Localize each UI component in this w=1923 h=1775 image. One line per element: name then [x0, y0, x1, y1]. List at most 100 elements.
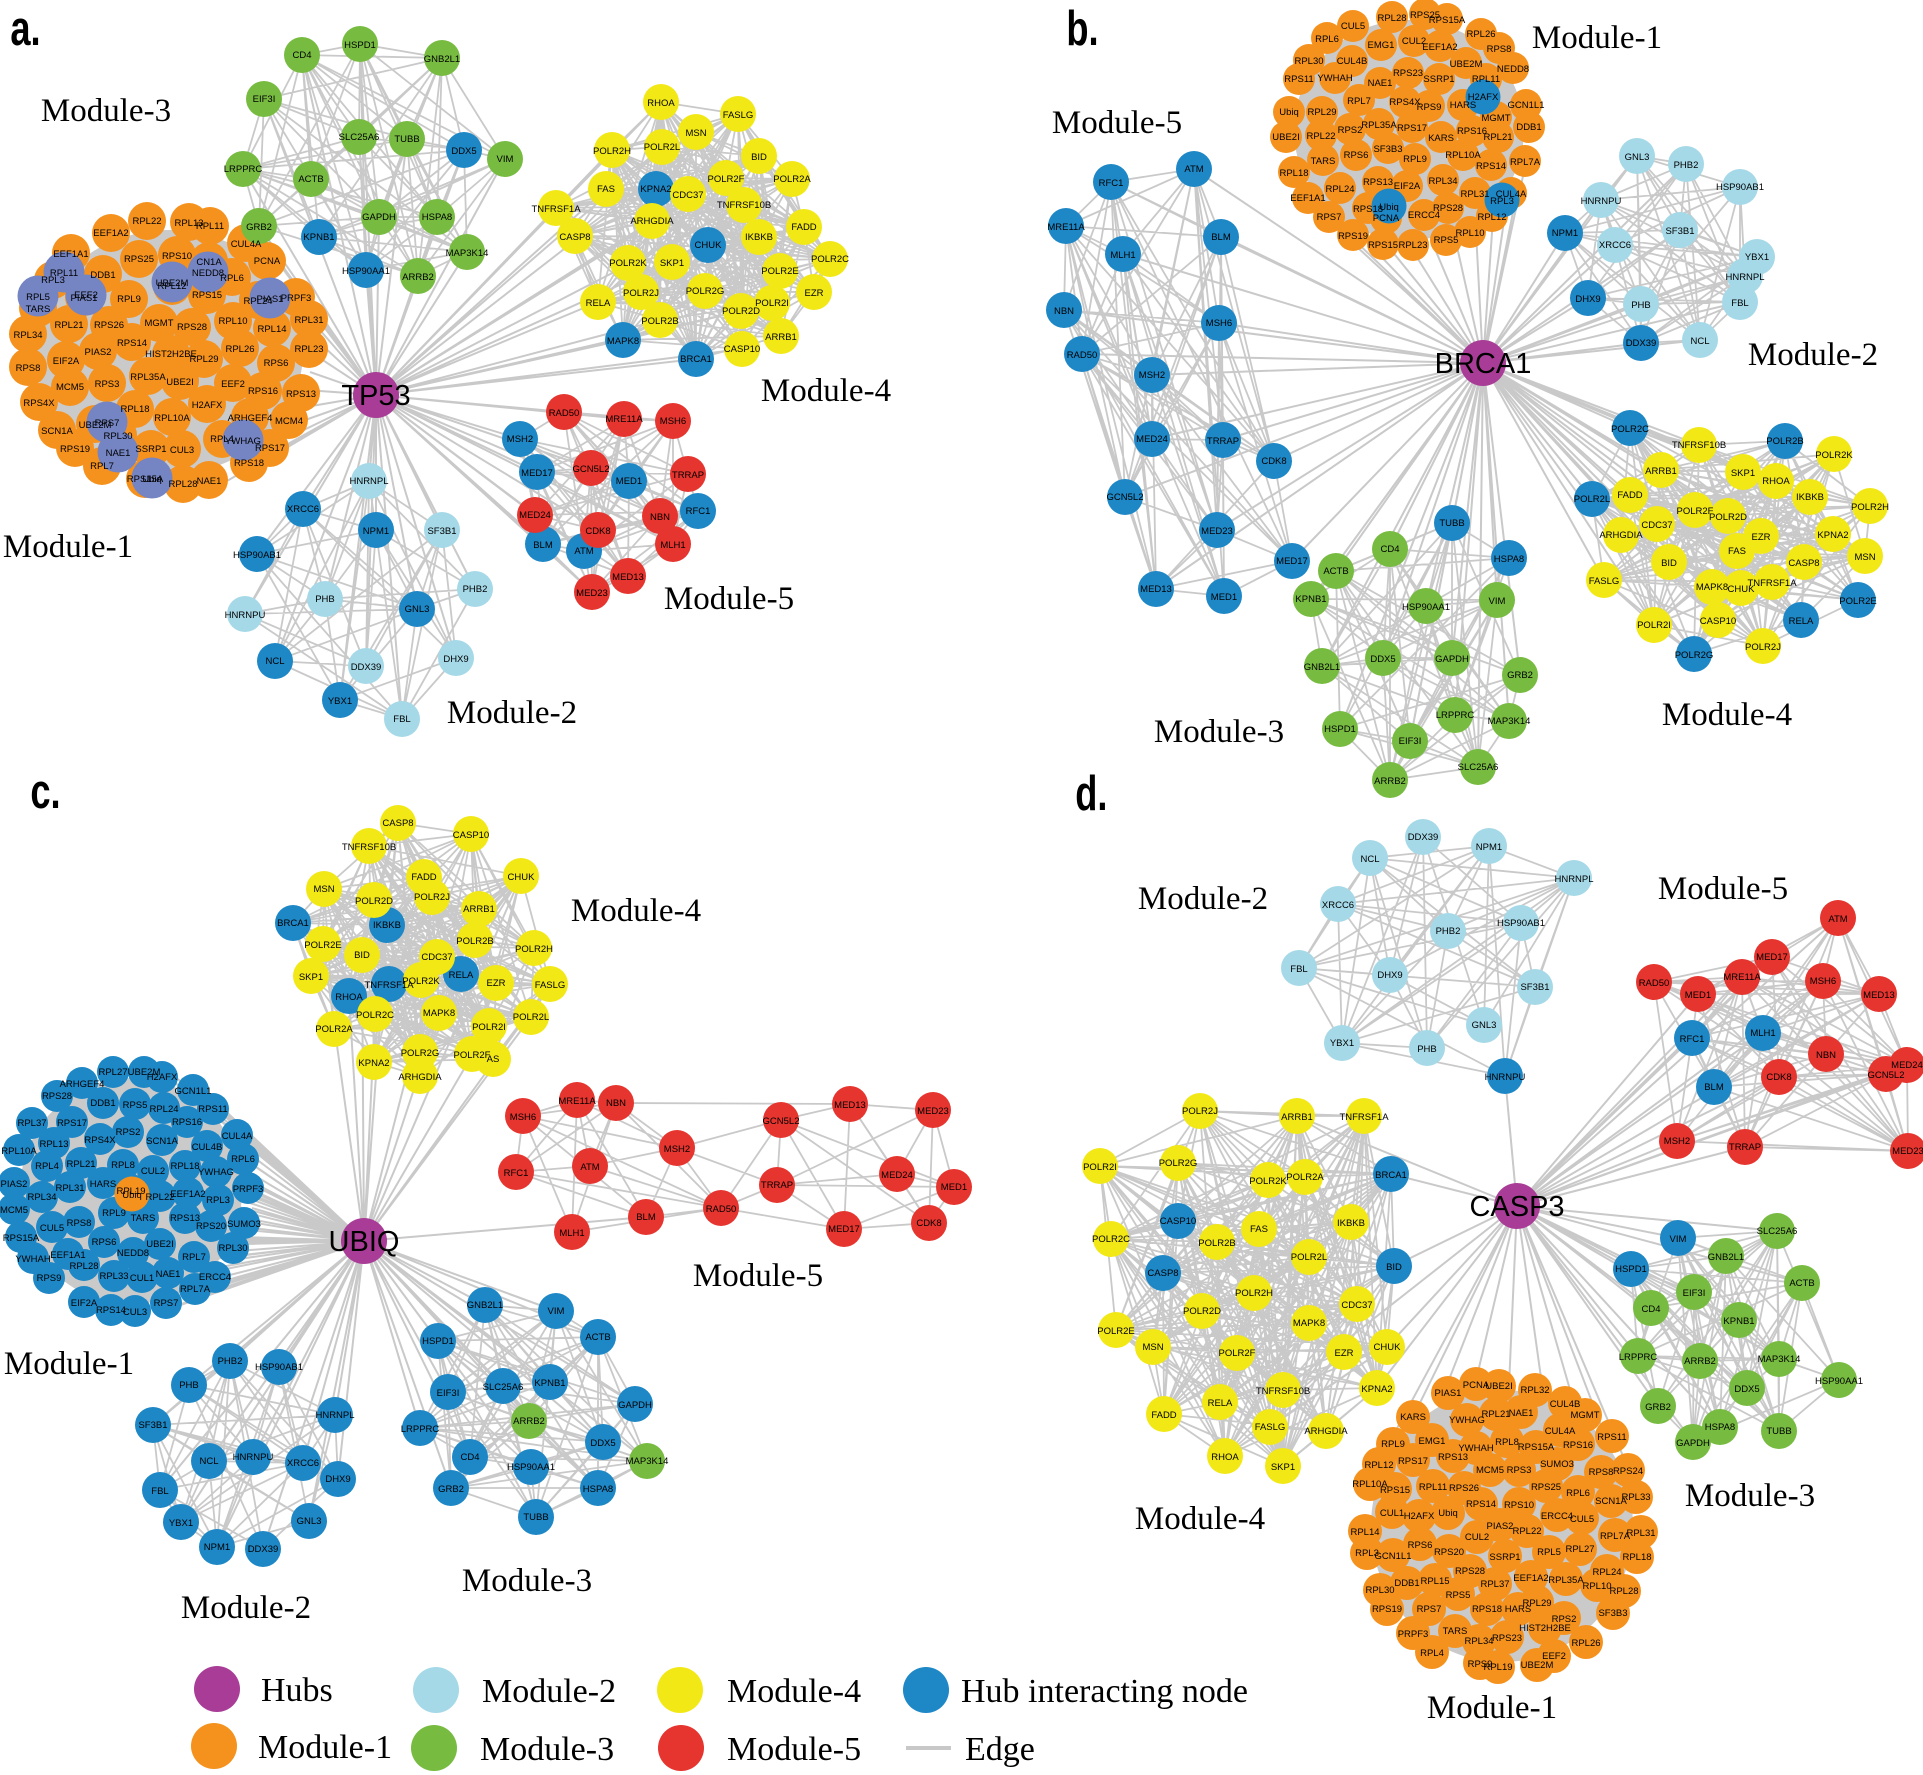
svg-text:PCNA: PCNA: [1373, 213, 1400, 224]
svg-text:BID: BID: [354, 950, 370, 961]
svg-text:RAD50: RAD50: [706, 1204, 737, 1215]
svg-text:CDC37: CDC37: [1341, 1300, 1372, 1311]
svg-text:ARRB2: ARRB2: [402, 272, 434, 283]
svg-text:RPL31: RPL31: [1626, 1528, 1655, 1539]
svg-text:FADD: FADD: [791, 222, 816, 233]
svg-text:YWHAH: YWHAH: [1317, 73, 1353, 84]
svg-text:GNL3: GNL3: [1625, 152, 1650, 163]
svg-text:RELA: RELA: [1208, 1398, 1233, 1409]
svg-text:POLR2K: POLR2K: [402, 976, 440, 987]
svg-text:CUL5: CUL5: [1570, 1514, 1594, 1525]
svg-text:UBE2M: UBE2M: [79, 420, 112, 431]
svg-text:LRPPRC: LRPPRC: [401, 1424, 440, 1435]
svg-text:PHB2: PHB2: [1674, 160, 1699, 171]
svg-text:PRPF3: PRPF3: [281, 293, 312, 304]
svg-text:ACTB: ACTB: [585, 1332, 610, 1343]
svg-text:POLR2J: POLR2J: [1182, 1106, 1218, 1117]
svg-text:BRCA1: BRCA1: [277, 918, 309, 929]
svg-text:Edge: Edge: [965, 1731, 1035, 1768]
svg-text:Module-3: Module-3: [1154, 714, 1284, 750]
svg-text:TRRAP: TRRAP: [1207, 436, 1239, 447]
svg-text:MED23: MED23: [1892, 1146, 1923, 1157]
svg-text:GAPDH: GAPDH: [1435, 654, 1469, 665]
svg-text:RPS19: RPS19: [1338, 231, 1368, 242]
svg-text:NBN: NBN: [650, 512, 670, 523]
svg-text:EZR: EZR: [487, 978, 506, 989]
svg-text:HNRNPU: HNRNPU: [233, 1452, 274, 1463]
svg-text:MGMT: MGMT: [144, 318, 173, 329]
svg-text:RPL28: RPL28: [1609, 1586, 1638, 1597]
svg-text:CD4: CD4: [292, 50, 311, 61]
svg-text:POLR2K: POLR2K: [609, 258, 647, 269]
svg-text:CUL4A: CUL4A: [1545, 1426, 1576, 1437]
svg-text:TUBB: TUBB: [1439, 518, 1464, 529]
svg-text:YWHAG: YWHAG: [1449, 1415, 1485, 1426]
svg-text:YWHAH: YWHAH: [1458, 1443, 1494, 1454]
svg-text:MRE11A: MRE11A: [605, 414, 643, 425]
svg-text:RPS11: RPS11: [1597, 1432, 1626, 1443]
svg-text:HSP90AA1: HSP90AA1: [342, 266, 390, 277]
svg-text:RPL8: RPL8: [111, 1160, 135, 1171]
svg-text:RPS13: RPS13: [286, 389, 316, 400]
svg-text:MSH6: MSH6: [1810, 976, 1836, 987]
svg-text:RPS26: RPS26: [1449, 1483, 1479, 1494]
svg-text:RPL29: RPL29: [189, 354, 218, 365]
svg-text:DHX9: DHX9: [443, 654, 468, 665]
svg-text:RPS17: RPS17: [1397, 123, 1427, 134]
svg-text:POLR2F: POLR2F: [1219, 1348, 1256, 1359]
svg-text:UBE2M: UBE2M: [1450, 59, 1483, 70]
svg-text:EIF2A: EIF2A: [53, 356, 80, 367]
svg-text:MSH2: MSH2: [1664, 1136, 1690, 1147]
svg-text:RPS15: RPS15: [1368, 240, 1398, 251]
svg-text:RPS10: RPS10: [162, 251, 192, 262]
svg-text:POLR2L: POLR2L: [644, 142, 680, 153]
svg-text:PRPF3: PRPF3: [1398, 1629, 1429, 1640]
svg-text:RPS20: RPS20: [196, 1221, 226, 1232]
svg-text:FBL: FBL: [151, 1486, 168, 1497]
svg-text:CDC37: CDC37: [1641, 520, 1672, 531]
svg-text:POLR2C: POLR2C: [1092, 1234, 1130, 1245]
svg-text:TNFRSF1A: TNFRSF1A: [531, 204, 581, 215]
svg-text:HNRNPU: HNRNPU: [1485, 1072, 1526, 1083]
svg-text:RPL19: RPL19: [1483, 1662, 1512, 1673]
svg-text:RAD50: RAD50: [549, 408, 580, 419]
svg-text:CUL4B: CUL4B: [1337, 56, 1368, 67]
svg-text:CD4: CD4: [1641, 1304, 1660, 1315]
svg-text:ACTB: ACTB: [1323, 566, 1348, 577]
svg-text:MAPK8: MAPK8: [1696, 582, 1728, 593]
svg-text:RPL26: RPL26: [1466, 29, 1495, 40]
svg-text:VIM: VIM: [1489, 596, 1506, 607]
svg-text:RPS16: RPS16: [248, 386, 278, 397]
svg-text:FBL: FBL: [1731, 298, 1748, 309]
svg-text:HSPD1: HSPD1: [344, 40, 376, 51]
svg-text:RPS14: RPS14: [117, 338, 147, 349]
svg-text:YWHAG: YWHAG: [225, 436, 261, 447]
svg-text:MAPK8: MAPK8: [607, 336, 639, 347]
svg-text:EZR: EZR: [1752, 532, 1771, 543]
svg-text:RPS28: RPS28: [177, 322, 207, 333]
svg-text:DDX39: DDX39: [1408, 832, 1439, 843]
svg-text:d.: d.: [1075, 767, 1107, 822]
svg-text:DDX39: DDX39: [248, 1544, 279, 1555]
svg-text:RPL24: RPL24: [1325, 184, 1354, 195]
svg-text:RPL31: RPL31: [55, 1183, 84, 1194]
svg-text:RPL4: RPL4: [1420, 1648, 1444, 1659]
svg-text:RFC1: RFC1: [686, 506, 711, 517]
svg-text:RHOA: RHOA: [1211, 1452, 1239, 1463]
svg-text:FADD: FADD: [1151, 1410, 1176, 1421]
svg-text:RPS8: RPS8: [16, 363, 41, 374]
svg-text:DDX5: DDX5: [590, 1438, 615, 1449]
svg-text:MAPK8: MAPK8: [423, 1008, 455, 1019]
svg-text:EIF3I: EIF3I: [253, 94, 276, 105]
svg-text:ATM: ATM: [1828, 914, 1847, 925]
svg-text:RAD50: RAD50: [1067, 350, 1098, 361]
svg-text:MLH1: MLH1: [660, 540, 685, 551]
svg-text:ARHGDIA: ARHGDIA: [398, 1072, 442, 1083]
svg-text:MED13: MED13: [834, 1100, 866, 1111]
svg-text:DHX9: DHX9: [325, 1474, 350, 1485]
svg-text:RPS18: RPS18: [1472, 1604, 1502, 1615]
svg-text:MED17: MED17: [1756, 952, 1788, 963]
svg-text:CUL4B: CUL4B: [1550, 1399, 1581, 1410]
svg-text:POLR2B: POLR2B: [641, 316, 679, 327]
svg-text:c.: c.: [30, 765, 60, 820]
